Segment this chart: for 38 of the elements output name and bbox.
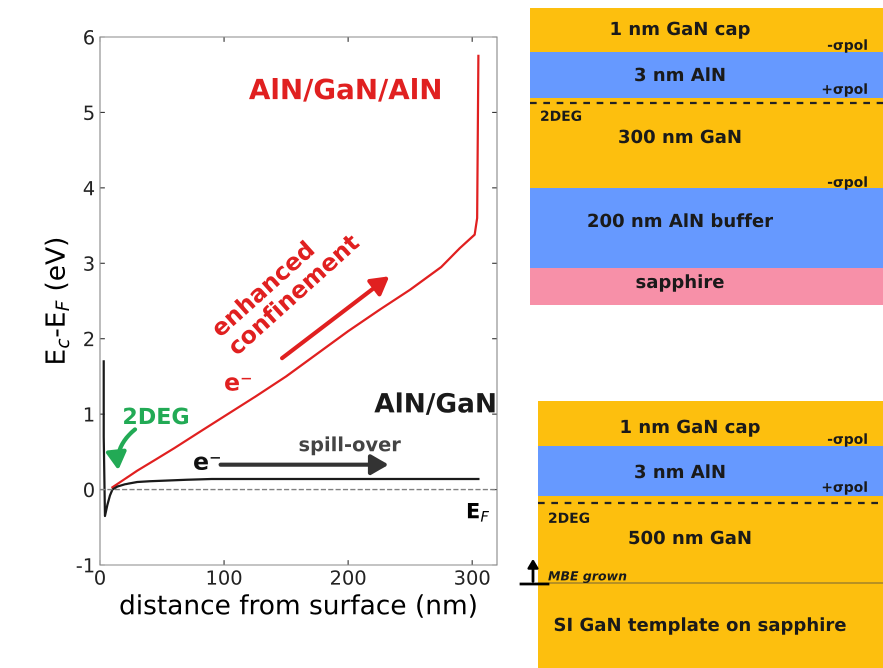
y-tick-label: 3 <box>84 256 94 271</box>
text: -σpol <box>828 39 867 53</box>
text: 2DEG <box>549 512 590 524</box>
ref-line-label: E$_{F}$ <box>468 503 490 522</box>
text: 200 nm AlN buffer <box>588 213 774 228</box>
text: 1 nm GaN cap <box>622 420 760 437</box>
y-axis-title: E$_{c}$-E$_{F}$ (eV) <box>44 238 70 363</box>
text: +σpol <box>822 481 867 495</box>
x-tick-label: 100 <box>208 570 242 585</box>
text: sapphire <box>636 274 724 292</box>
y-tick-label: 2 <box>84 332 94 346</box>
y-tick-label: -1 <box>76 558 94 572</box>
x-tick-label: 200 <box>330 570 366 585</box>
text: -σpol <box>828 433 867 447</box>
text: 3 nm AlN <box>635 464 724 478</box>
text: AlN/GaN <box>374 392 495 415</box>
text: 2DEG <box>541 110 582 122</box>
text: 300 nm GaN <box>619 130 740 144</box>
text: MBE grown <box>548 571 626 584</box>
annotation: spill-over <box>300 436 401 456</box>
y-tick-label: 1 <box>84 407 94 422</box>
x-tick-label: 0 <box>95 570 105 585</box>
annotation: e⁻ <box>194 456 220 470</box>
y-tick-label: 0 <box>84 482 94 498</box>
text: SI GaN template on sapphire <box>554 617 846 635</box>
text: 3 nm AlN <box>635 67 724 82</box>
annotation: 2DEG <box>124 408 188 424</box>
x-axis-title: distance from surface (nm) <box>120 594 476 618</box>
text: +σpol <box>822 83 867 97</box>
text: 1 nm GaN cap <box>612 22 750 39</box>
series-label: AlN/GaN/AlN <box>249 78 440 102</box>
y-tick-label: 6 <box>84 30 94 45</box>
x-tick-label: 300 <box>455 570 490 585</box>
y-tick-label: 4 <box>84 181 94 196</box>
text: 500 nm GaN <box>629 530 750 544</box>
y-tick-label: 5 <box>84 106 94 120</box>
annotation: e⁻ <box>225 377 251 391</box>
text: -σpol <box>828 176 867 190</box>
